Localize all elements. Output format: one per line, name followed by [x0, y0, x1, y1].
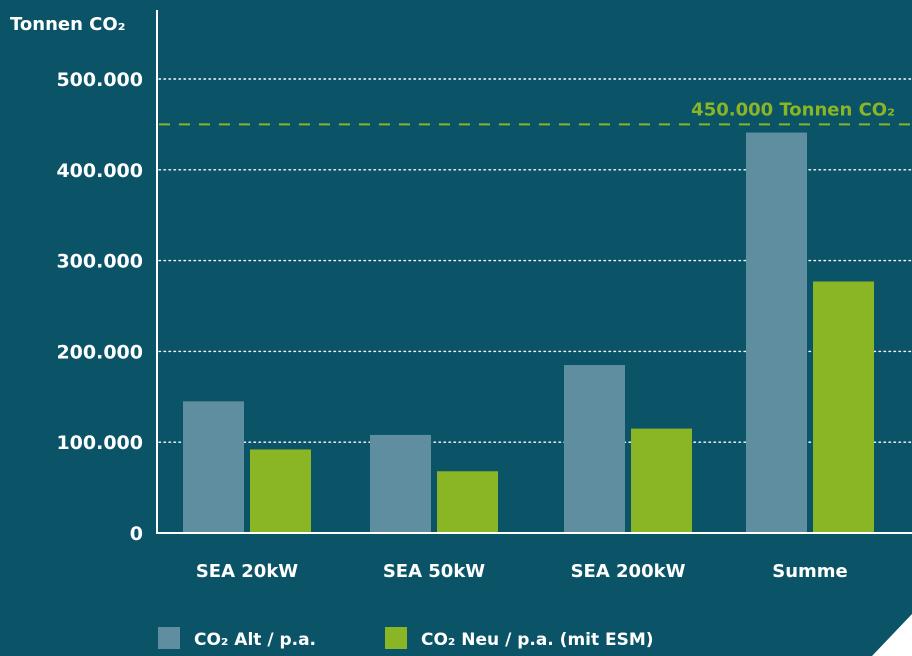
bar-co2-alt	[564, 365, 625, 533]
legend-swatch	[385, 627, 407, 649]
y-tick-label: 400.000	[56, 160, 143, 182]
x-tick-label: SEA 50kW	[383, 561, 485, 582]
y-tick-label: 300.000	[56, 251, 143, 273]
y-tick-label: 100.000	[56, 432, 143, 454]
x-tick-label: SEA 20kW	[196, 561, 298, 582]
x-tick-label: SEA 200kW	[571, 561, 686, 582]
y-axis-title: Tonnen CO₂	[10, 14, 126, 35]
legend-label: CO₂ Alt / p.a.	[194, 630, 316, 650]
y-tick-label: 200.000	[56, 341, 143, 363]
bar-co2-alt	[370, 434, 431, 533]
y-tick-label: 0	[130, 523, 143, 545]
legend-swatch	[158, 627, 180, 649]
bar-co2-alt	[183, 401, 244, 533]
bar-co2-alt	[746, 132, 807, 533]
corner-decoration	[872, 614, 912, 656]
y-tick-label: 500.000	[56, 69, 143, 91]
bar-co2-neu	[631, 428, 692, 533]
bar-co2-neu	[437, 471, 498, 533]
x-tick-label: Summe	[772, 561, 848, 582]
bar-co2-neu	[250, 449, 311, 533]
bar-co2-neu	[813, 281, 874, 533]
legend-label: CO₂ Neu / p.a. (mit ESM)	[421, 630, 654, 650]
reference-line-label: 450.000 Tonnen CO₂	[691, 99, 895, 120]
